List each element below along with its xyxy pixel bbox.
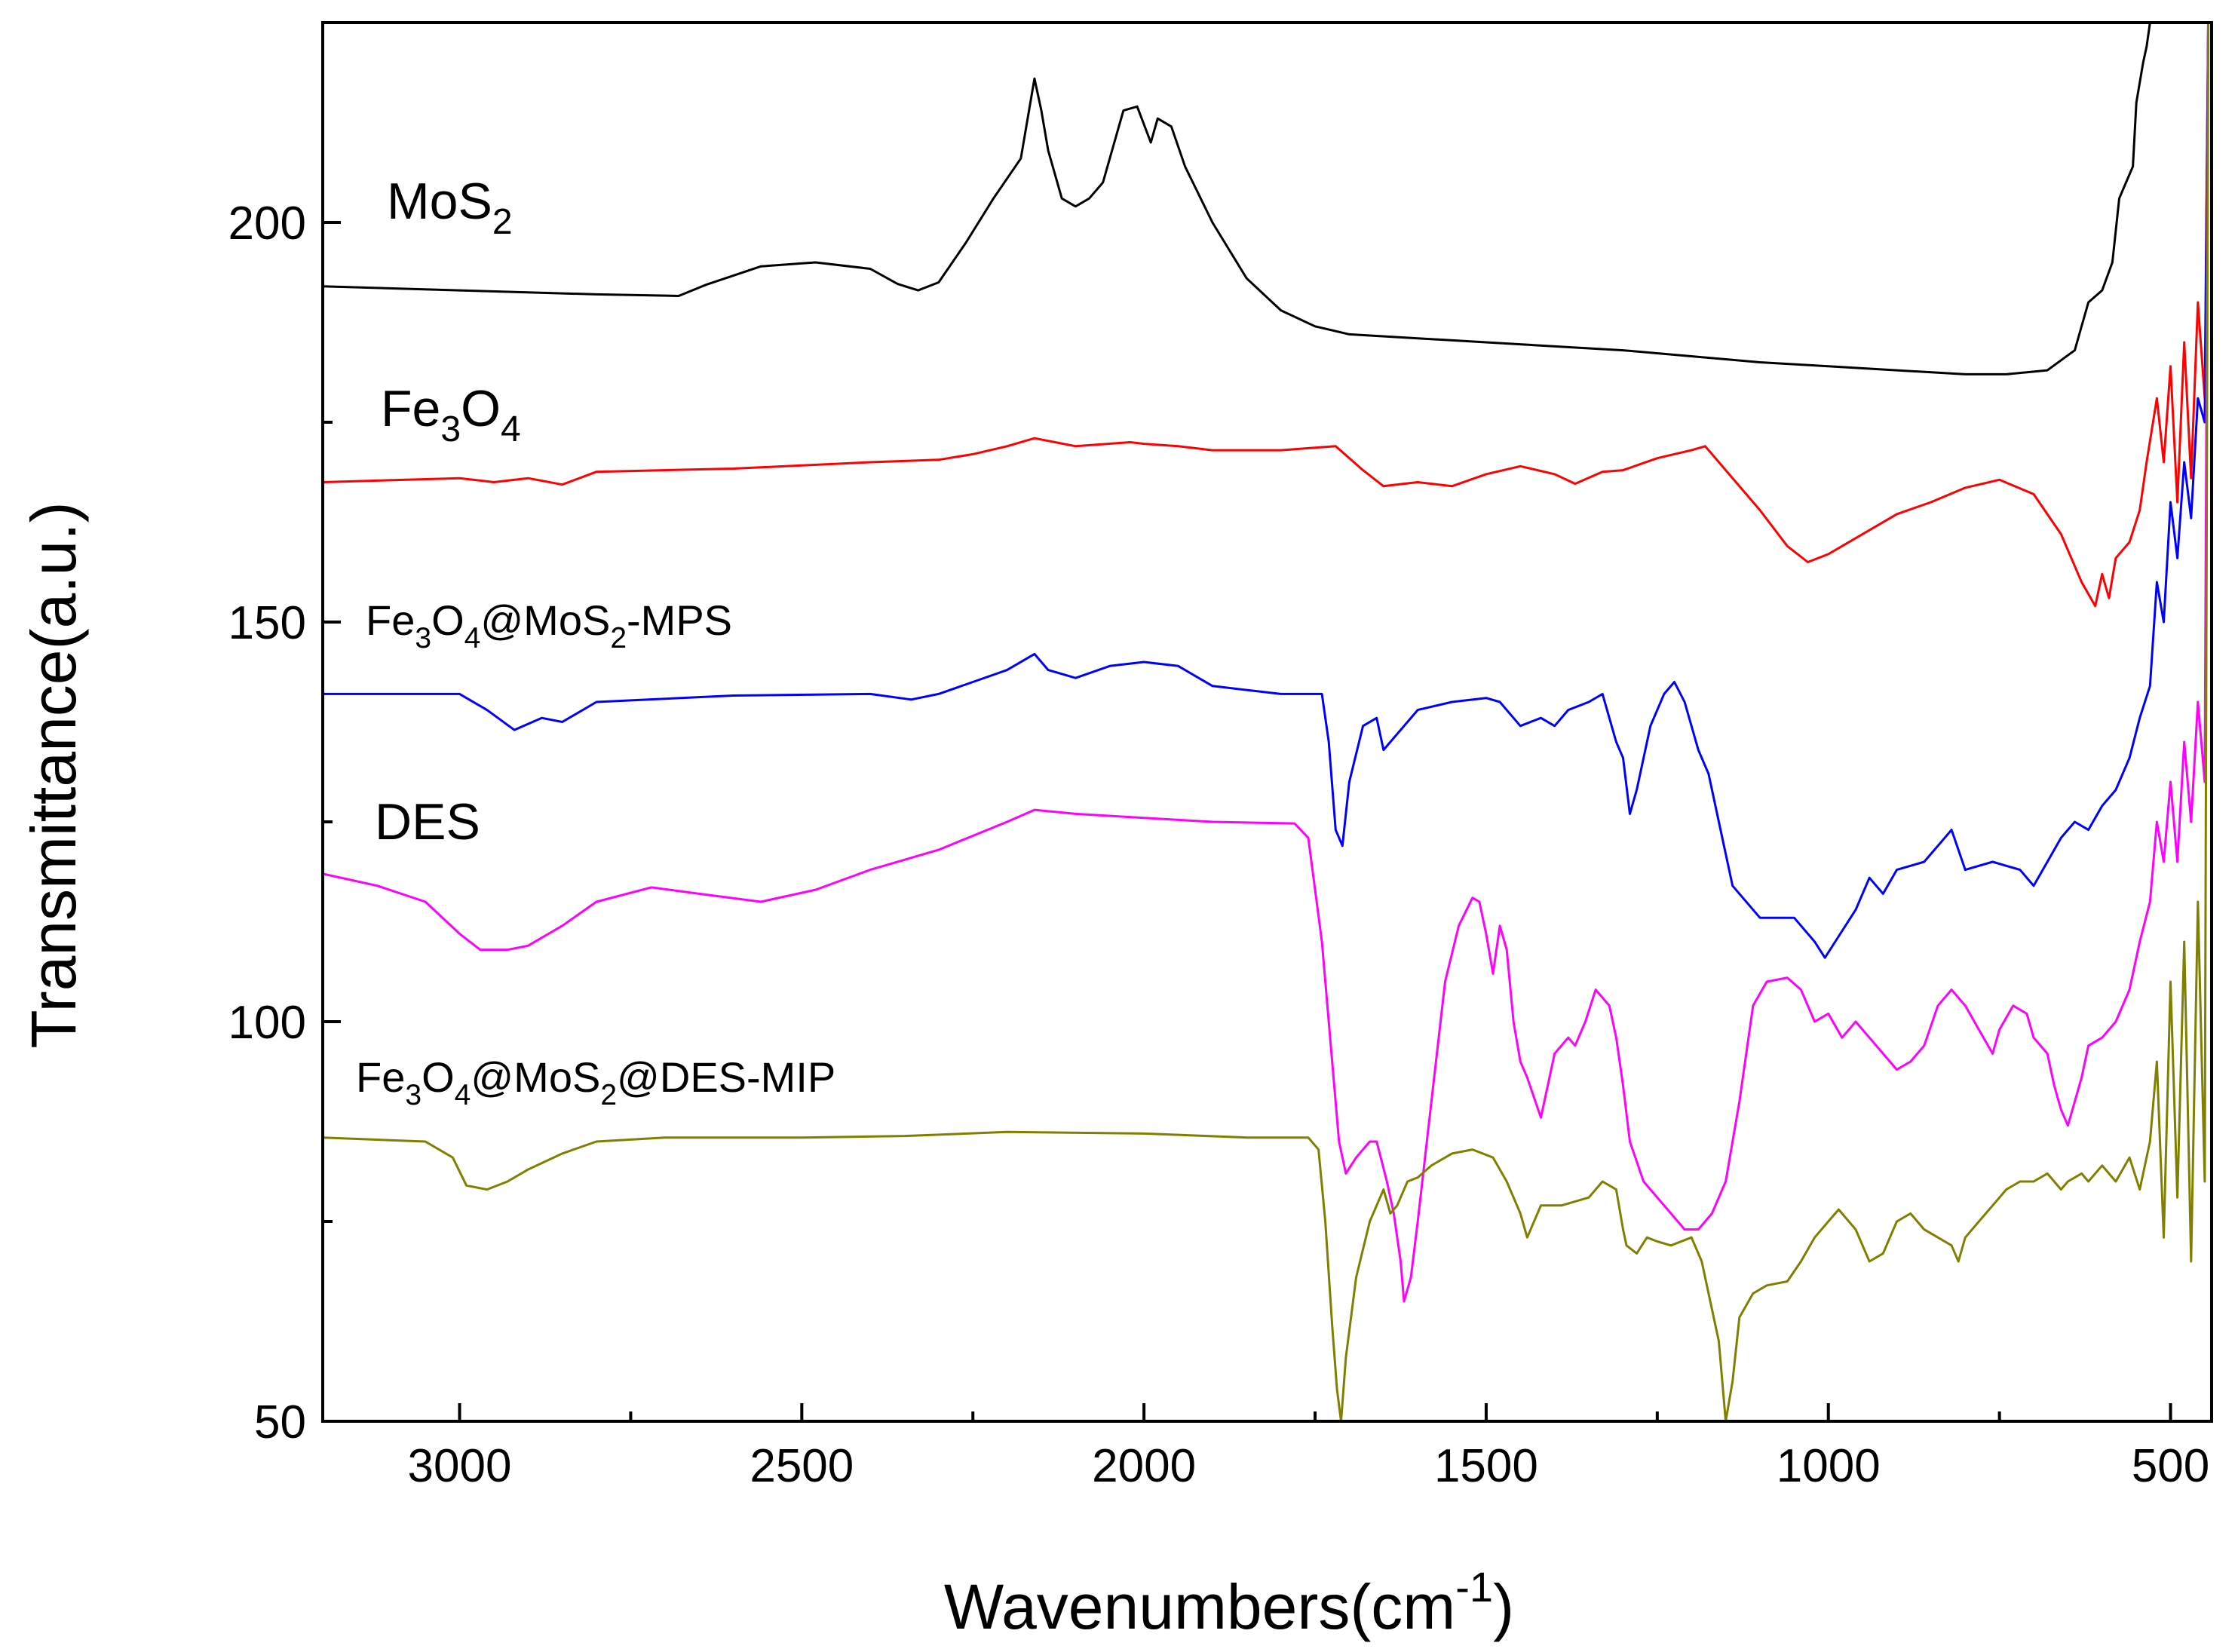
- series-label-1: Fe3O4: [381, 380, 521, 449]
- x-axis-title-main: Wavenumbers(cm: [944, 1571, 1455, 1642]
- y-tick-label: 200: [228, 198, 306, 250]
- y-tick-label: 150: [228, 597, 306, 649]
- series-label-1-part-3: 4: [501, 409, 521, 449]
- series-label-1-part-0: Fe: [381, 380, 440, 437]
- x-tick-label: 1500: [1434, 1440, 1538, 1492]
- series-label-1-part-2: O: [461, 380, 501, 437]
- series-label-3: DES: [375, 793, 480, 851]
- series-line-0: [322, 21, 2209, 375]
- series-label-4: Fe3O4@MoS2@DES-MIP: [356, 1053, 835, 1111]
- x-tick-label: 500: [2132, 1440, 2209, 1492]
- series-label-2-part-0: Fe: [366, 596, 415, 644]
- y-tick-label: 100: [228, 997, 306, 1049]
- x-tick-label: 2500: [750, 1440, 854, 1492]
- series-line-1: [322, 22, 2209, 608]
- series-label-4-part-2: O: [422, 1053, 455, 1101]
- x-axis-title-end: ): [1493, 1571, 1514, 1642]
- series-label-2-part-6: -MPS: [627, 596, 732, 644]
- series-label-0-part-0: MoS: [387, 173, 492, 230]
- plot-frame: [321, 21, 2213, 1423]
- series-layer: [322, 21, 2209, 1423]
- y-tick-label: 50: [254, 1396, 306, 1448]
- series-label-2-part-5: 2: [610, 622, 627, 654]
- x-axis-title-sup: -1: [1455, 1563, 1493, 1611]
- axis-layer: 3000 2500 2000 1500 1000 500 50 100 150 200: [228, 21, 2209, 1492]
- x-axis-title: Wavenumbers(cm-1): [944, 1563, 1514, 1642]
- y-axis-title: Transmittance(a.u.): [18, 501, 89, 1048]
- series-label-4-part-4: @MoS: [471, 1053, 600, 1101]
- x-tick-label: 2000: [1092, 1440, 1196, 1492]
- series-label-2-part-1: 3: [415, 622, 431, 654]
- x-tick-label: 1000: [1777, 1440, 1881, 1492]
- series-label-4-part-3: 4: [455, 1079, 471, 1111]
- series-label-2-part-3: 4: [464, 622, 481, 654]
- series-label-3-part-0: DES: [375, 793, 480, 851]
- series-label-4-part-6: @DES-MIP: [617, 1053, 835, 1101]
- x-tick-label: 3000: [408, 1440, 512, 1492]
- series-line-4: [322, 22, 2209, 1423]
- label-layer: MoS2Fe3O4Fe3O4@MoS2-MPSDESFe3O4@MoS2@DES…: [356, 173, 835, 1111]
- series-label-2: Fe3O4@MoS2-MPS: [366, 596, 732, 654]
- series-label-1-part-1: 3: [440, 409, 461, 449]
- series-line-2: [323, 22, 2209, 959]
- series-line-3: [322, 22, 2209, 1303]
- series-label-2-part-4: @MoS: [480, 596, 610, 644]
- series-label-4-part-0: Fe: [356, 1053, 405, 1101]
- series-label-0-part-1: 2: [492, 202, 513, 242]
- series-label-0: MoS2: [387, 173, 513, 242]
- series-label-4-part-1: 3: [405, 1079, 422, 1111]
- series-label-4-part-5: 2: [600, 1079, 617, 1111]
- series-label-2-part-2: O: [431, 596, 464, 644]
